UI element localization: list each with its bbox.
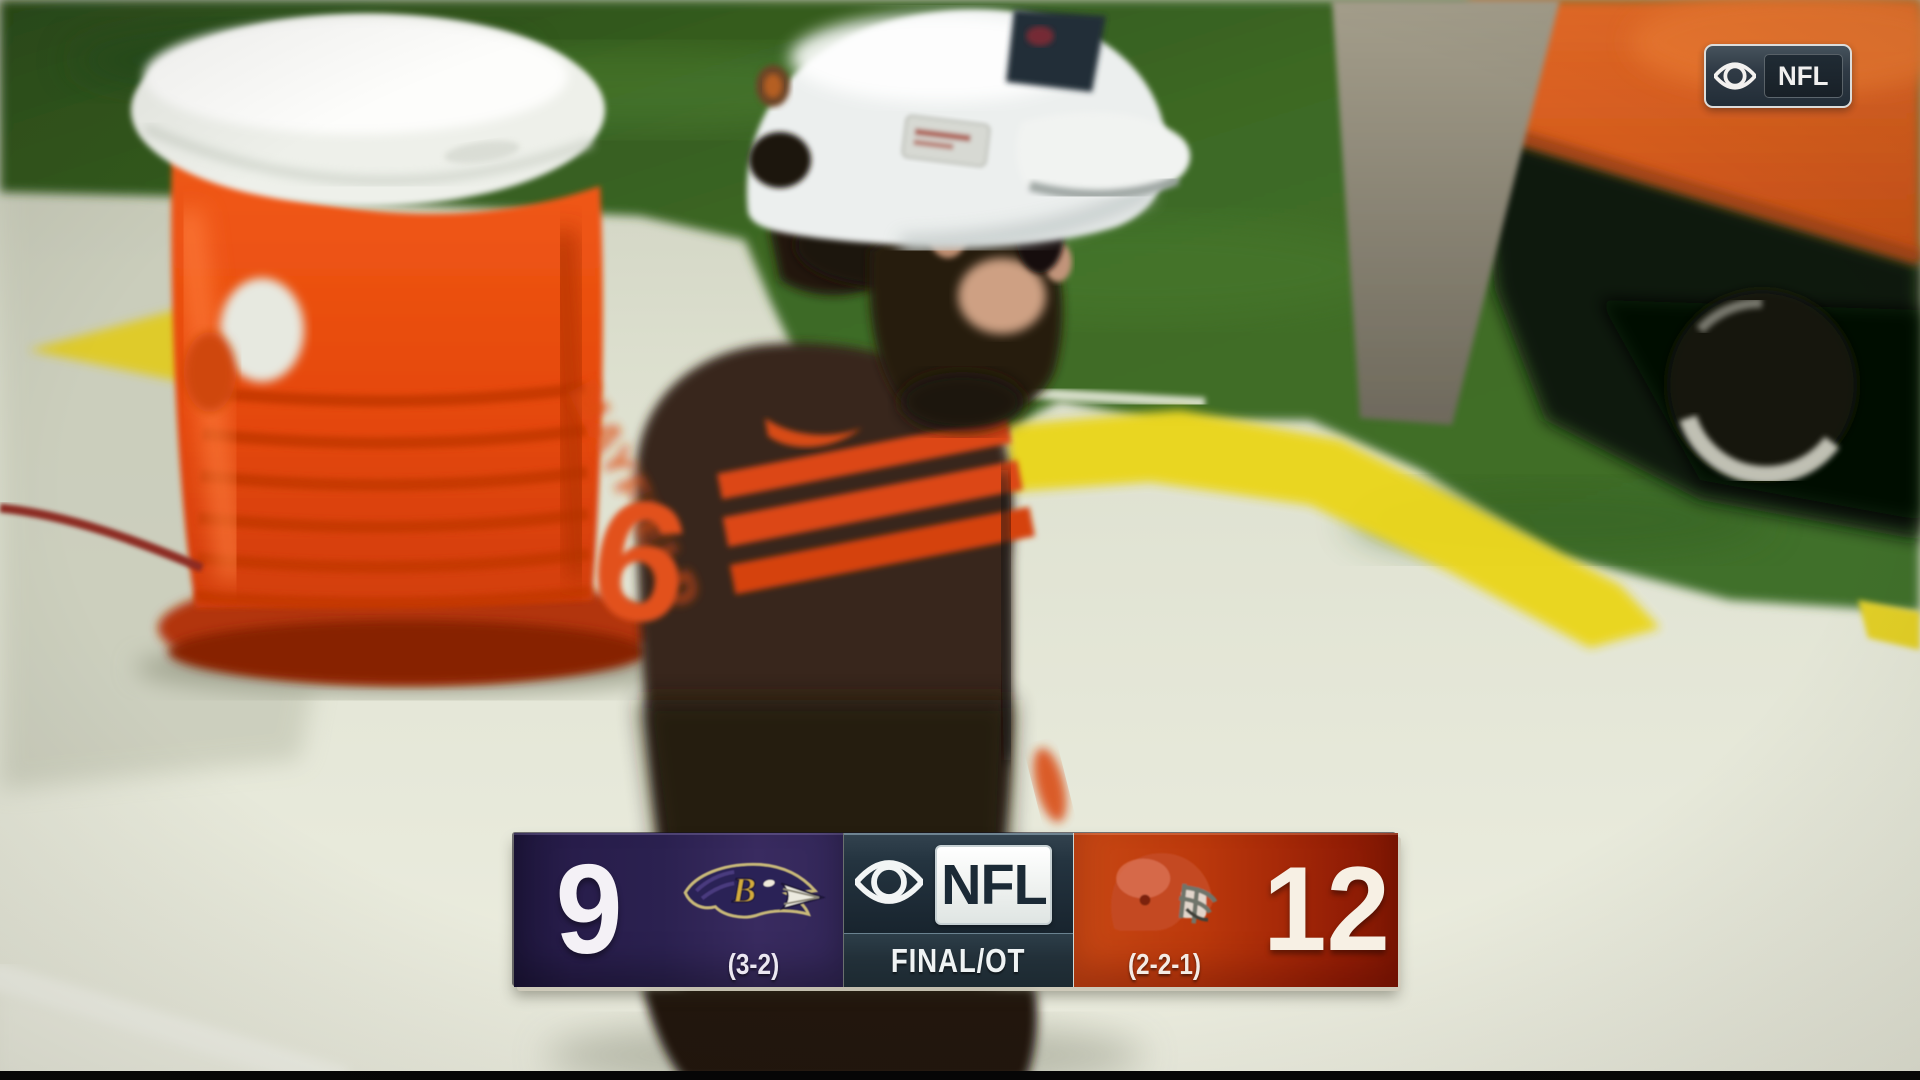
- nfl-badge: NFL: [935, 845, 1052, 925]
- network-watermark: NFL: [1704, 44, 1852, 108]
- ravens-logo: B: [683, 862, 826, 919]
- home-score: 12: [1263, 842, 1390, 976]
- away-record: (3-2): [727, 949, 780, 981]
- nfl-badge: NFL: [1764, 54, 1843, 98]
- network-panel: NFL: [844, 833, 1073, 933]
- scorebug-away-section: 9 B (3-2): [514, 833, 843, 987]
- cbs-eye-icon: [1714, 55, 1756, 97]
- game-status-bar: FINAL/OT: [844, 933, 1073, 987]
- away-score: 9: [555, 838, 623, 980]
- browns-helmet-logo: [1111, 853, 1218, 931]
- cbs-eye-icon: [852, 848, 926, 921]
- nfl-label: NFL: [940, 853, 1048, 917]
- scorebug-center-section: NFL FINAL/OT: [843, 833, 1074, 987]
- ravens-logo-letter: B: [731, 870, 756, 910]
- scorebug: 9 B (3-2): [514, 833, 1398, 987]
- home-record: (2-2-1): [1127, 949, 1202, 981]
- scorebug-home-section: (2-2-1) 12: [1074, 833, 1398, 987]
- nfl-label: NFL: [1778, 60, 1829, 91]
- game-status: FINAL/OT: [891, 941, 1026, 979]
